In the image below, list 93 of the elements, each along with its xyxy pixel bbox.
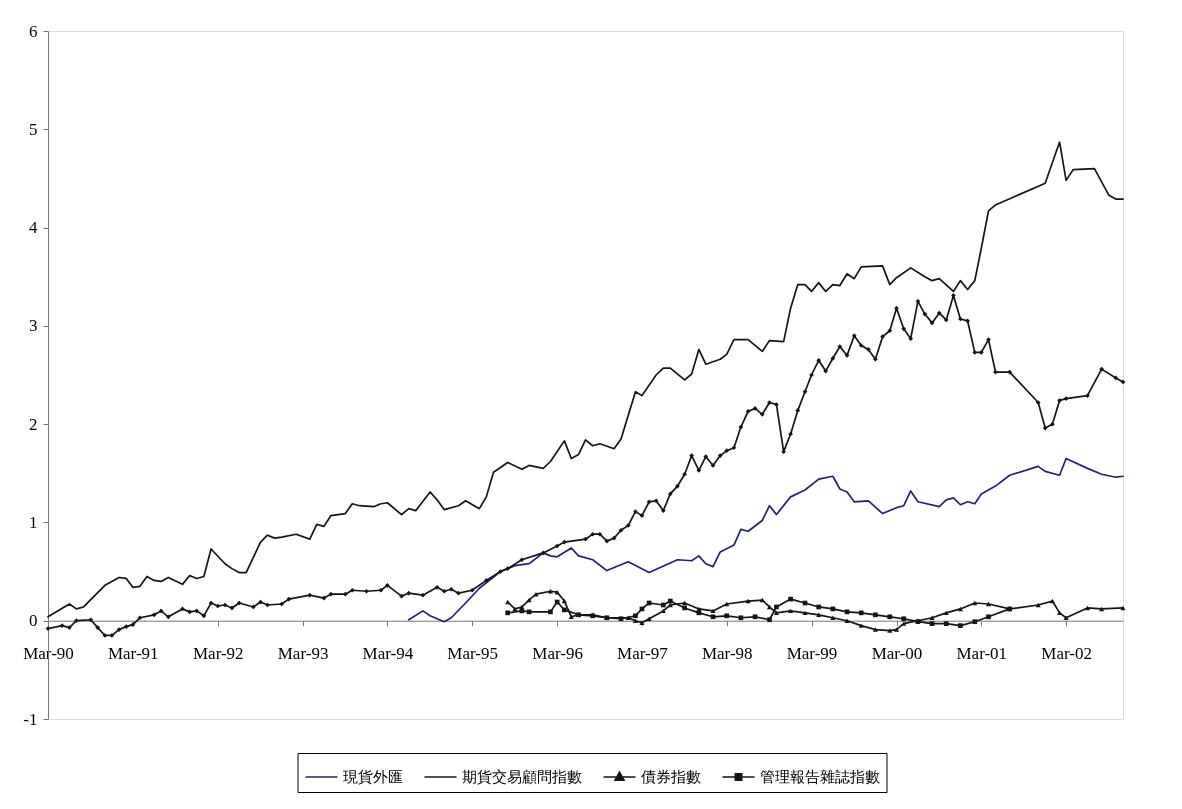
- point: [957, 606, 963, 612]
- point: [1057, 610, 1063, 616]
- point: [519, 604, 525, 610]
- legend-label: 管理報告雜誌指數: [759, 769, 880, 785]
- point: [767, 617, 772, 623]
- point: [844, 618, 850, 623]
- point: [752, 614, 758, 620]
- legend-label: 現貨外匯: [342, 769, 403, 785]
- point: [1063, 615, 1069, 620]
- point: [548, 609, 553, 615]
- point: [774, 604, 779, 610]
- point: [901, 616, 907, 622]
- point: [759, 597, 765, 603]
- point: [858, 610, 864, 616]
- point: [943, 621, 949, 627]
- point: [872, 627, 878, 632]
- point: [929, 621, 935, 627]
- point: [724, 613, 730, 619]
- point: [943, 610, 949, 616]
- x-tick-label: Mar-01: [956, 644, 1008, 664]
- x-tick-label: Mar-96: [532, 644, 583, 664]
- point: [561, 598, 567, 604]
- point: [893, 627, 900, 632]
- point: [788, 596, 793, 602]
- point: [1084, 605, 1091, 611]
- y-tick-label: 5: [29, 119, 38, 139]
- y-tick-label: -1: [23, 709, 38, 729]
- point: [1035, 602, 1041, 608]
- y-tick-label: 4: [29, 218, 38, 238]
- point: [738, 615, 744, 621]
- point: [660, 608, 666, 614]
- point: [972, 619, 978, 625]
- x-tick-label: Mar-94: [362, 644, 414, 664]
- x-tick-label: Mar-97: [617, 644, 669, 664]
- point: [505, 610, 511, 616]
- line-series: [407, 457, 1124, 623]
- point: [985, 601, 992, 607]
- x-tick-label: Mar-02: [1041, 644, 1092, 664]
- point: [667, 602, 673, 608]
- y-tick-label: 1: [29, 512, 38, 532]
- point: [788, 608, 794, 614]
- x-tick-label: Mar-95: [447, 644, 498, 664]
- point: [710, 614, 716, 620]
- x-tick-label: Mar-90: [23, 644, 74, 664]
- point: [1049, 598, 1055, 604]
- point: [1007, 606, 1012, 612]
- point: [830, 615, 836, 620]
- point: [660, 602, 666, 608]
- legend-label: 期貨交易顧問指數: [461, 769, 582, 785]
- point: [972, 600, 978, 606]
- point: [696, 606, 702, 612]
- point: [646, 616, 652, 621]
- point: [802, 610, 808, 616]
- point: [576, 612, 581, 618]
- point: [887, 628, 893, 633]
- point: [562, 607, 567, 613]
- point: [929, 615, 935, 620]
- legend-label: 債券指數: [640, 769, 701, 785]
- point: [554, 599, 560, 605]
- y-tick-label: 6: [29, 21, 38, 41]
- point: [816, 612, 822, 618]
- line-series: [47, 141, 1124, 618]
- x-tick-label: Mar-93: [277, 644, 329, 664]
- point: [505, 599, 511, 605]
- point: [766, 604, 773, 610]
- point: [816, 604, 822, 610]
- point: [773, 610, 779, 616]
- point: [710, 608, 716, 614]
- x-tick-label: Mar-91: [107, 644, 159, 664]
- point: [632, 618, 638, 623]
- point: [887, 614, 893, 620]
- point: [682, 600, 688, 606]
- x-tick-label: Mar-92: [192, 644, 244, 664]
- point: [1099, 606, 1105, 612]
- point: [1120, 605, 1126, 611]
- point: [873, 612, 878, 618]
- point: [724, 601, 730, 607]
- point: [958, 623, 963, 628]
- y-tick-label: 2: [29, 414, 38, 434]
- point: [901, 621, 907, 626]
- point: [667, 598, 673, 604]
- x-tick-label: Mar-00: [871, 644, 923, 664]
- y-tick-label: 0: [29, 611, 38, 631]
- point: [633, 613, 638, 619]
- point: [568, 614, 574, 619]
- point: [512, 606, 518, 612]
- y-tick-label: 3: [29, 316, 38, 336]
- point: [682, 605, 688, 611]
- x-tick-label: Mar-98: [701, 644, 753, 664]
- point: [986, 614, 991, 620]
- x-tick-label: Mar-99: [786, 644, 838, 664]
- point: [858, 623, 864, 628]
- point: [618, 616, 624, 622]
